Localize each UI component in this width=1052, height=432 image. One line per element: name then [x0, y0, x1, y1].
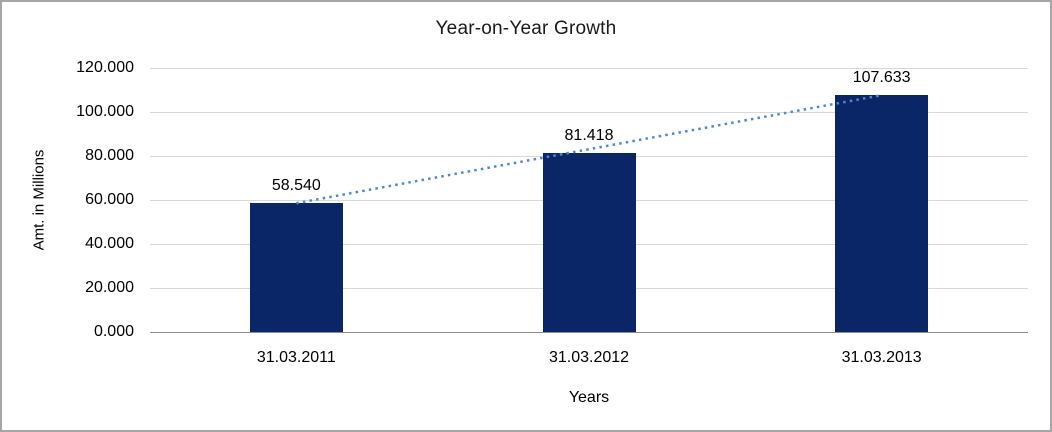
y-tick-label: 20.000 [85, 279, 134, 296]
y-tick-label: 0.000 [93, 323, 134, 340]
x-category-label: 31.03.2011 [256, 349, 336, 366]
chart-title: Year-on-Year Growth [435, 18, 617, 39]
y-tick-label: 120.000 [76, 59, 134, 76]
bar [249, 203, 343, 332]
x-category-label: 31.03.2013 [841, 349, 922, 366]
gridline [150, 67, 1028, 69]
x-axis-title: Years [568, 389, 610, 406]
y-tick-label: 40.000 [85, 235, 134, 252]
y-tick-label: 60.000 [85, 191, 134, 208]
x-category-label: 31.03.2012 [548, 349, 630, 366]
bar-value-label: 58.540 [271, 177, 321, 195]
y-tick-label: 100.000 [76, 103, 134, 120]
x-axis-line [150, 331, 1028, 333]
bar [542, 152, 636, 332]
bar-value-label: 81.418 [564, 126, 614, 144]
y-tick-label: 80.000 [85, 147, 134, 164]
bar [835, 95, 929, 332]
bar-value-label: 107.633 [852, 69, 911, 87]
